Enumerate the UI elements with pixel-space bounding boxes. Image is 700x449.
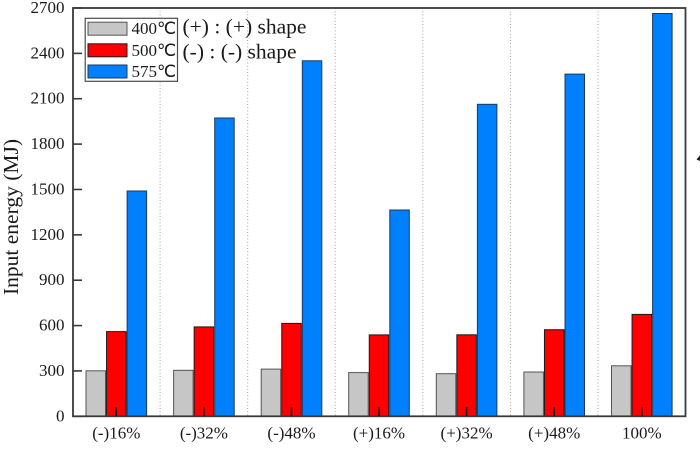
svg-text:600: 600 [39,316,65,335]
svg-text:(-)32%: (-)32% [180,424,228,443]
svg-text:Input energy (MJ): Input energy (MJ) [0,139,23,295]
svg-text:(+) : (+) shape: (+) : (+) shape [183,15,307,39]
svg-text:1200: 1200 [31,225,65,244]
svg-text:300: 300 [39,361,65,380]
svg-text:2400: 2400 [31,43,65,62]
svg-text:(-)16%: (-)16% [92,424,140,443]
svg-text:500℃: 500℃ [132,41,177,60]
svg-text:(+)32%: (+)32% [441,424,493,443]
svg-text:2100: 2100 [31,89,65,108]
svg-text:(+)16%: (+)16% [353,424,405,443]
svg-text:1800: 1800 [31,134,65,153]
svg-text:100%: 100% [622,424,662,443]
svg-text:1500: 1500 [31,179,65,198]
svg-text:(+)48%: (+)48% [528,424,580,443]
svg-text:400℃: 400℃ [132,19,177,38]
svg-text:2700: 2700 [31,0,65,17]
svg-text:900: 900 [39,270,65,289]
svg-text:575℃: 575℃ [132,62,177,81]
svg-text:(-)48%: (-)48% [267,424,315,443]
svg-text:(-) : (-) shape: (-) : (-) shape [183,40,297,64]
svg-text:0: 0 [56,406,65,425]
